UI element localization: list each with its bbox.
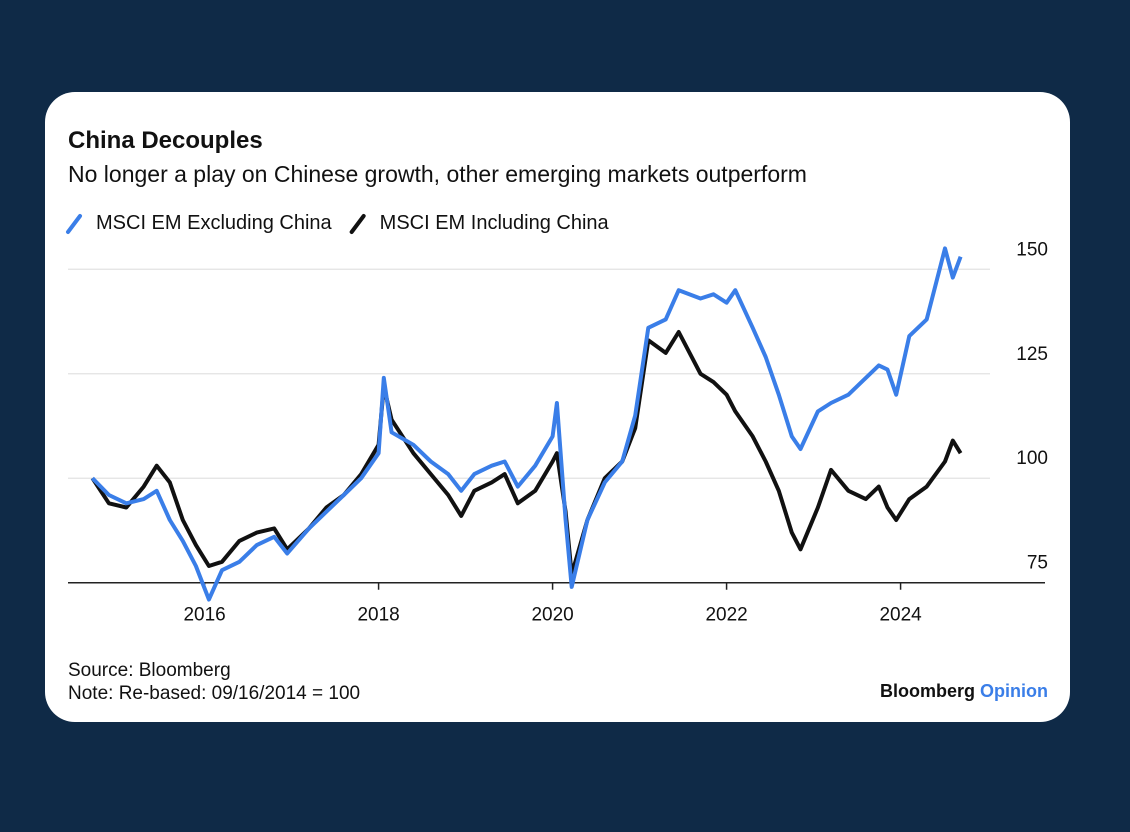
y-tick-label: 150 (1016, 239, 1048, 260)
brand-name: Bloomberg (880, 681, 975, 701)
x-tick-label: 2018 (357, 605, 399, 626)
y-tick-label: 75 (1027, 553, 1048, 574)
brand: Bloomberg Opinion (880, 681, 1048, 701)
y-tick-label: 100 (1016, 448, 1048, 469)
chart-subtitle: No longer a play on Chinese growth, othe… (68, 161, 807, 187)
y-tick-label: 125 (1016, 344, 1048, 365)
plot: 75 100 125 150 2016 2018 2020 2022 2024 MSCI EM E… (66, 212, 1048, 626)
chart-title: China Decouples (68, 127, 263, 154)
source: Source: Bloomberg (68, 660, 231, 681)
x-tick-label: 2024 (879, 605, 922, 626)
series-line (90, 246, 963, 602)
legend-icon (66, 214, 82, 234)
x-tick-label: 2020 (531, 605, 573, 626)
x-tick-label: 2022 (705, 605, 747, 626)
brand-suffix: Opinion (980, 681, 1048, 701)
series-line (90, 330, 963, 577)
legend-icon (349, 214, 366, 234)
legend-label: MSCI EM Excluding China (96, 212, 333, 234)
x-tick-label: 2016 (183, 605, 225, 626)
legend-label: MSCI EM Including China (380, 212, 610, 234)
note: Note: Re-based: 09/16/2014 = 100 (68, 683, 360, 704)
